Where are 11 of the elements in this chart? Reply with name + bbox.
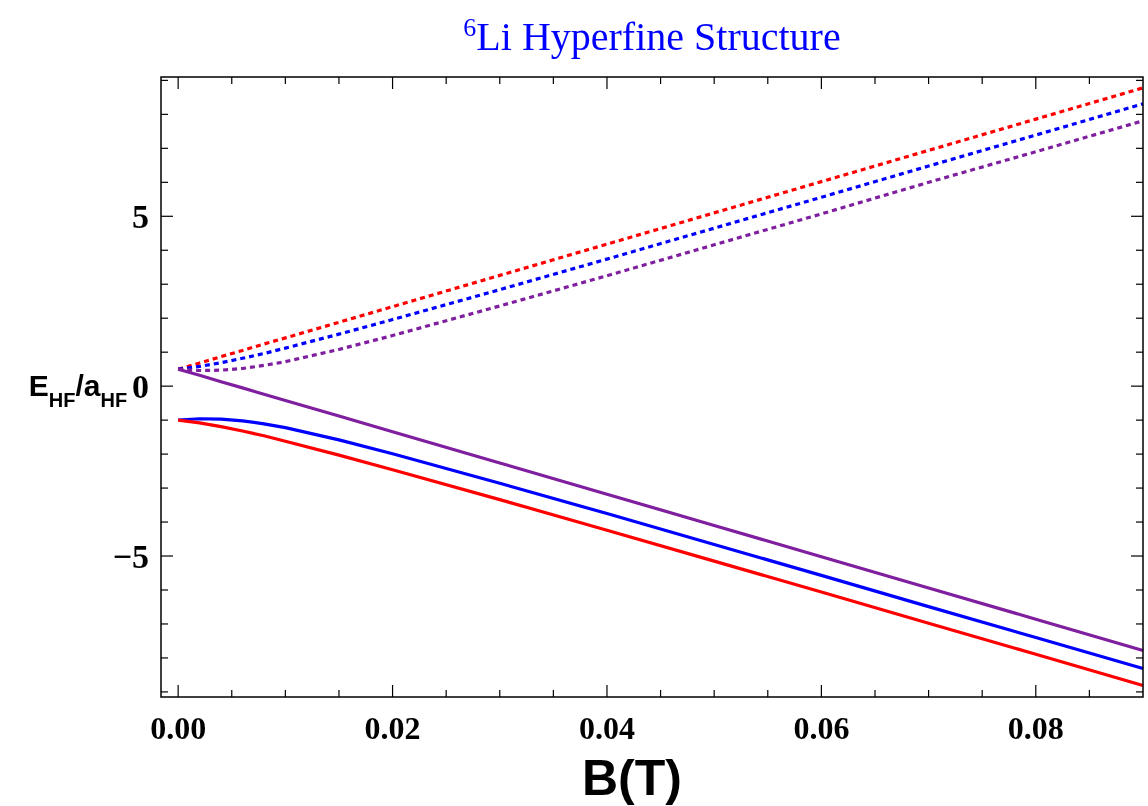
chart-title: $^{6}$Li Hyperfine Structure: [463, 12, 841, 59]
y-tick-label: 0: [132, 368, 149, 406]
x-tick-label: 0.04: [578, 710, 635, 746]
x-tick-label: 0.06: [793, 710, 850, 746]
y-tick-label: −5: [112, 538, 149, 576]
y-tick-label: 5: [132, 198, 149, 236]
x-tick-label: 0.02: [364, 710, 421, 746]
x-axis-title: B(T): [582, 750, 682, 806]
x-tick-label: 0.08: [1007, 710, 1064, 746]
x-tick-label: 0.00: [150, 710, 207, 746]
y-axis-title: E$_{HF}$/a$_{HF}$: [28, 369, 128, 411]
